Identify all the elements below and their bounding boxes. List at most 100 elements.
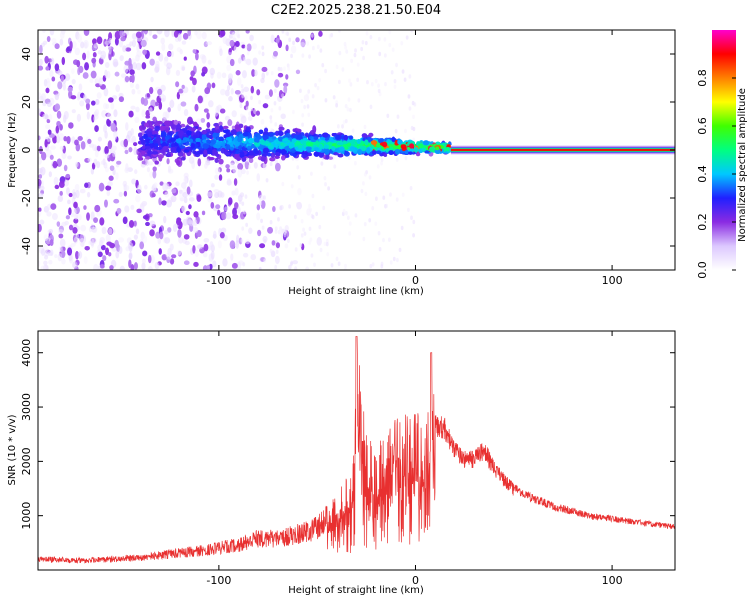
spectrogram-cell <box>162 145 169 152</box>
spectrogram-cell <box>260 200 266 209</box>
spectrogram-cell <box>188 197 195 202</box>
x-tick-label: 0 <box>412 274 419 287</box>
spectrogram-cell <box>299 243 303 248</box>
spectrogram-cell <box>141 109 146 118</box>
spectrogram-cell <box>242 56 246 62</box>
spectrogram-cell <box>43 260 48 266</box>
spectrogram-cell <box>310 33 314 38</box>
spectrogram-cell <box>409 143 415 149</box>
spectrogram-cell <box>75 250 79 260</box>
spectrogram-cell <box>270 152 276 158</box>
spectrogram-cell <box>105 185 112 191</box>
spectrogram-cell <box>93 43 98 49</box>
spectrogram-cell <box>113 198 120 204</box>
spectrogram-cell <box>170 195 177 203</box>
spectrogram-cell <box>87 157 92 162</box>
spectrogram-cell <box>209 241 214 248</box>
spectrogram-cell <box>58 233 64 239</box>
spectrogram-cell <box>39 44 43 54</box>
spectrogram-cell <box>245 239 251 245</box>
spectrogram-cell <box>354 48 357 53</box>
spectrogram-cell <box>66 135 71 145</box>
carrier-line-band <box>450 149 675 151</box>
spectrogram-cell <box>250 106 254 112</box>
spectrogram-cell <box>149 86 154 95</box>
spectrogram-cell <box>155 231 161 239</box>
spectrogram-cell <box>269 157 276 162</box>
spectrogram-cell <box>164 237 171 244</box>
spectrogram-cell <box>316 236 322 246</box>
spectrogram-cell <box>408 151 413 155</box>
spectrogram-cell <box>275 242 281 249</box>
spectrogram-cell <box>61 151 67 160</box>
spectrogram-cell <box>337 153 344 158</box>
spectrogram-cell <box>319 48 323 53</box>
spectrogram-cell <box>296 134 303 140</box>
spectrogram-cell <box>272 50 278 57</box>
spectrogram-cell <box>210 139 217 145</box>
spectrogram-cell <box>123 64 129 74</box>
spectrogram-cell <box>297 175 301 180</box>
spectrogram-cell <box>80 41 85 49</box>
spectrogram-cell <box>225 212 231 220</box>
spectrogram-cell <box>242 161 245 166</box>
spectrogram-cell <box>275 37 280 44</box>
spectrogram-cell <box>237 57 242 64</box>
spectrogram-cell <box>57 70 63 76</box>
spectrogram-cell <box>140 39 147 48</box>
spectrogram-cell <box>357 98 361 103</box>
spectrogram-cell <box>365 31 369 36</box>
spectrogram-cell <box>147 254 152 264</box>
spectrogram-cell <box>170 50 174 58</box>
spectrogram-cell <box>301 122 304 127</box>
spectrogram-cell <box>103 162 108 169</box>
spectrogram-cell <box>270 127 274 133</box>
spectrogram-cell <box>335 64 339 70</box>
spectrogram-cell <box>244 44 248 50</box>
spectrogram-cell <box>231 110 237 118</box>
spectrogram-cell <box>234 40 240 48</box>
colorbar-tick-label: 0.6 <box>696 117 709 135</box>
spectrogram-cell <box>226 64 231 72</box>
spectrogram-cell <box>254 137 260 144</box>
spectrogram-cell <box>279 66 283 72</box>
spectrogram-cell <box>258 129 264 134</box>
spectrogram-cell <box>412 137 416 142</box>
spectrogram-cell <box>277 72 284 78</box>
y-tick-label: 3000 <box>20 393 33 421</box>
spectrogram-cell <box>84 182 89 188</box>
spectrogram-cell <box>96 36 103 45</box>
spectrogram-cell <box>152 34 158 40</box>
spectrogram-cell <box>332 95 336 100</box>
spectrogram-cell <box>265 71 269 76</box>
spectrogram-cell <box>380 261 384 267</box>
spectrogram-cell <box>50 249 54 256</box>
spectrogram-cell <box>377 83 380 88</box>
spectrogram-cell <box>228 47 232 53</box>
spectrogram-cell <box>103 124 107 133</box>
spectrogram-cell <box>181 205 186 213</box>
spectrogram-cell <box>344 263 347 269</box>
spectrogram-cell <box>116 160 122 165</box>
spectrogram-cell <box>127 242 134 250</box>
spectrogram-cell <box>219 48 223 57</box>
x-tick-label: 0 <box>412 574 419 587</box>
spectrogram-cell <box>356 139 361 145</box>
spectrogram-cell <box>114 239 119 249</box>
spectrogram-cell <box>43 251 50 257</box>
spectrogram-cell <box>183 133 187 138</box>
spectrogram-cell <box>257 229 262 237</box>
spectrogram-cell <box>309 207 313 213</box>
spectrogram-cell <box>286 238 290 243</box>
spectrogram-cell <box>421 147 427 152</box>
spectrogram-cell <box>288 204 292 209</box>
spectrogram-cell <box>132 62 138 70</box>
spectrogram-cell <box>377 138 384 144</box>
spectrogram-cell <box>93 158 98 166</box>
spectrogram-cell <box>218 158 224 165</box>
spectrogram-cell <box>44 255 49 260</box>
spectrogram-cell <box>207 197 213 203</box>
spectrogram-cell <box>274 122 278 127</box>
spectrogram-cell <box>231 125 236 130</box>
spectrogram-cell <box>326 141 333 146</box>
